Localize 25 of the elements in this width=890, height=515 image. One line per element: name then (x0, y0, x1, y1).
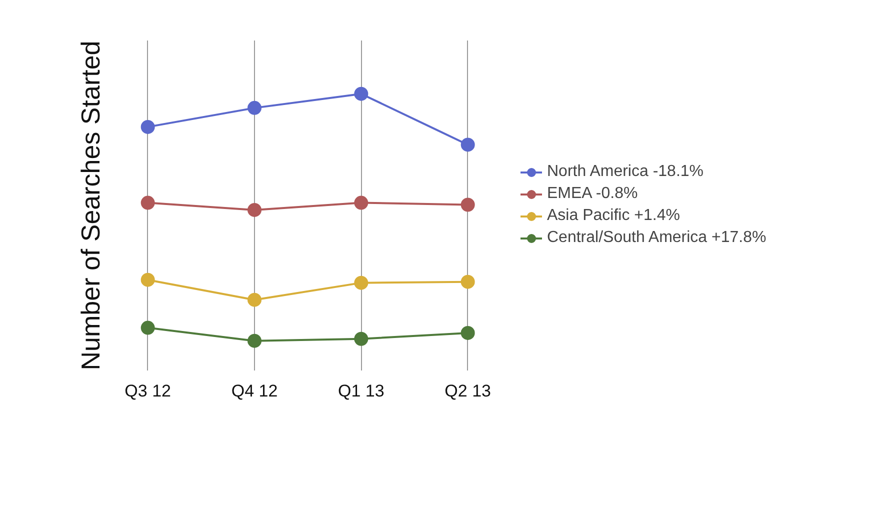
point (460, 198, 475, 212)
legend-label: Central/South America +17.8% (547, 229, 766, 247)
point (140, 272, 155, 287)
point (354, 276, 368, 290)
point (354, 332, 368, 346)
point (460, 138, 475, 152)
legend-label: Asia Pacific +1.4% (547, 207, 680, 225)
point (354, 86, 368, 101)
point (460, 274, 475, 289)
point (140, 320, 155, 335)
x-tick-label: Q4 12 (231, 382, 278, 400)
legend-label: EMEA -0.8% (547, 185, 638, 203)
y-axis-title: Number of Searches Started (76, 40, 106, 370)
point (460, 326, 475, 340)
x-tick-label: Q3 12 (124, 382, 171, 400)
point (248, 100, 262, 115)
point (248, 334, 262, 348)
x-tick-label: Q2 13 (444, 382, 491, 400)
point (354, 196, 368, 210)
x-tick-label: Q1 13 (338, 382, 384, 400)
point (248, 292, 262, 307)
legend-label: North America -18.1% (547, 163, 704, 181)
point (248, 202, 262, 217)
point (140, 120, 155, 134)
point (140, 196, 155, 210)
